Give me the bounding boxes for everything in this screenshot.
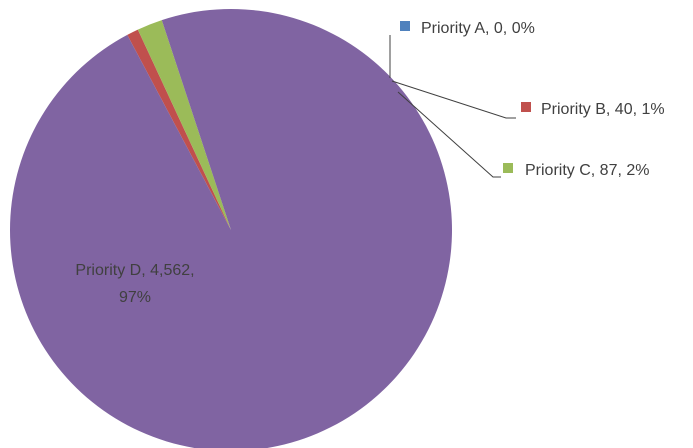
label-marker-priority-a [400,21,410,31]
pie-slice-priority-b [127,29,231,231]
leader-lines [389,35,516,178]
data-label-priority-a: Priority A, 0, 0% [421,20,535,37]
leader-line-priority-c [397,91,501,178]
data-labels: Priority A, 0, 0% Priority B, 40, 1% Prior… [75,20,664,306]
label-marker-priority-c [503,163,513,173]
data-label-priority-c: Priority C, 87, 2% [525,162,649,179]
data-label-priority-b: Priority B, 40, 1% [541,101,665,118]
pie-slices [10,9,452,448]
pie-slice-priority-c [137,20,231,231]
leader-line-priority-b [391,80,516,119]
label-marker-priority-b [521,102,531,112]
data-label-priority-d: Priority D, 4,562, 97% [75,262,194,306]
pie-slice-priority-d [10,9,452,448]
